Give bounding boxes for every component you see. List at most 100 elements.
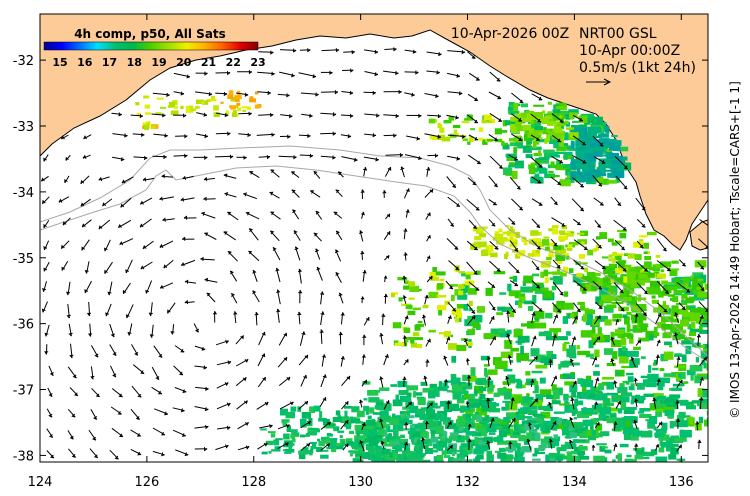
sst-patch [580, 147, 593, 152]
sst-patch [333, 426, 338, 432]
sst-patch [650, 449, 658, 455]
sst-patch [624, 290, 630, 297]
sst-patch [696, 287, 704, 291]
current-vector [361, 211, 364, 219]
current-vector [61, 134, 69, 140]
sst-patch [479, 421, 489, 423]
colorbar-tick-label: 22 [226, 56, 241, 69]
current-vector-head [404, 315, 409, 320]
current-vector [636, 240, 644, 249]
sst-patch [608, 273, 613, 276]
current-vector [613, 380, 617, 389]
current-vector [132, 133, 145, 136]
sst-patch [438, 332, 445, 335]
sst-patch [681, 329, 687, 334]
sst-patch [249, 96, 254, 100]
sst-patch [552, 457, 563, 461]
sst-patch [581, 408, 594, 414]
sst-patch [468, 375, 477, 382]
sst-patch [538, 331, 551, 337]
current-vector-head [334, 249, 340, 254]
sst-patch [347, 441, 354, 446]
current-vector-head [71, 454, 76, 458]
current-vector-head [641, 206, 646, 211]
current-vector-head [243, 192, 247, 197]
current-vector-head [400, 166, 405, 171]
sst-patch [619, 443, 629, 448]
sst-patch [344, 405, 352, 409]
sst-patch [557, 451, 561, 456]
current-vector-head [486, 440, 491, 445]
sst-patch [580, 330, 592, 338]
current-vector-head [83, 135, 87, 140]
sst-patch [407, 457, 415, 462]
sst-patch [615, 329, 625, 334]
sst-patch [682, 312, 694, 317]
sst-patch [383, 443, 394, 447]
sst-patch [458, 284, 464, 289]
sst-patch [341, 417, 351, 423]
sst-patch [703, 344, 708, 349]
sst-patch [532, 391, 536, 394]
current-vector [488, 301, 496, 311]
sst-patch [305, 423, 313, 427]
sst-patch [461, 121, 470, 124]
current-vector-head [537, 118, 542, 123]
current-vector [68, 448, 76, 458]
sst-patch [553, 420, 565, 429]
current-vector [446, 444, 453, 452]
sst-patch [472, 321, 480, 328]
sst-patch [468, 308, 473, 312]
current-vector-head [406, 188, 410, 193]
current-vector-head [312, 74, 317, 79]
sst-patch [369, 436, 378, 439]
sst-patch [655, 254, 661, 258]
current-vector-head [181, 236, 186, 241]
sst-patch [307, 431, 314, 436]
sst-patch [602, 169, 613, 172]
current-vector [615, 319, 619, 326]
sst-patch [494, 450, 502, 453]
sst-patch [395, 445, 403, 452]
sst-patch [458, 290, 464, 296]
sst-patch [681, 340, 694, 345]
current-vector-head [293, 155, 297, 160]
sst-patch [564, 381, 577, 386]
current-vector [362, 354, 365, 365]
current-vector-head [513, 156, 518, 161]
sst-patch [318, 440, 325, 447]
sst-patch [622, 427, 634, 435]
sst-patch [461, 285, 468, 293]
current-vector-head [184, 299, 189, 305]
current-vector-head [263, 442, 268, 447]
current-vector-head [145, 289, 150, 294]
sst-patch [630, 435, 639, 441]
sst-patch [535, 364, 548, 369]
current-vector-head [283, 357, 288, 362]
sst-patch [417, 320, 423, 324]
current-vector-head [140, 370, 145, 374]
sst-patch [688, 331, 697, 336]
current-vector [90, 408, 98, 420]
current-vector-head [103, 247, 108, 252]
sst-patch [567, 362, 580, 366]
current-vector [313, 232, 322, 242]
current-vector [573, 218, 581, 226]
date-label: 10-Apr-2026 00Z [451, 26, 569, 42]
current-vector-head [267, 90, 271, 96]
current-vector-head [664, 290, 669, 295]
current-vector [194, 345, 206, 350]
sst-patch [661, 358, 666, 362]
current-vector [290, 171, 300, 178]
current-vector [655, 444, 659, 451]
sst-patch [563, 420, 571, 425]
sst-patch [379, 410, 389, 418]
sst-patch [581, 332, 586, 338]
current-vector-head [559, 291, 564, 296]
sst-patch [568, 109, 579, 114]
current-vector-head [347, 134, 352, 139]
sst-patch [672, 331, 681, 335]
sst-patch [421, 409, 431, 412]
sst-patch [459, 408, 472, 412]
current-vector-head [456, 156, 461, 161]
